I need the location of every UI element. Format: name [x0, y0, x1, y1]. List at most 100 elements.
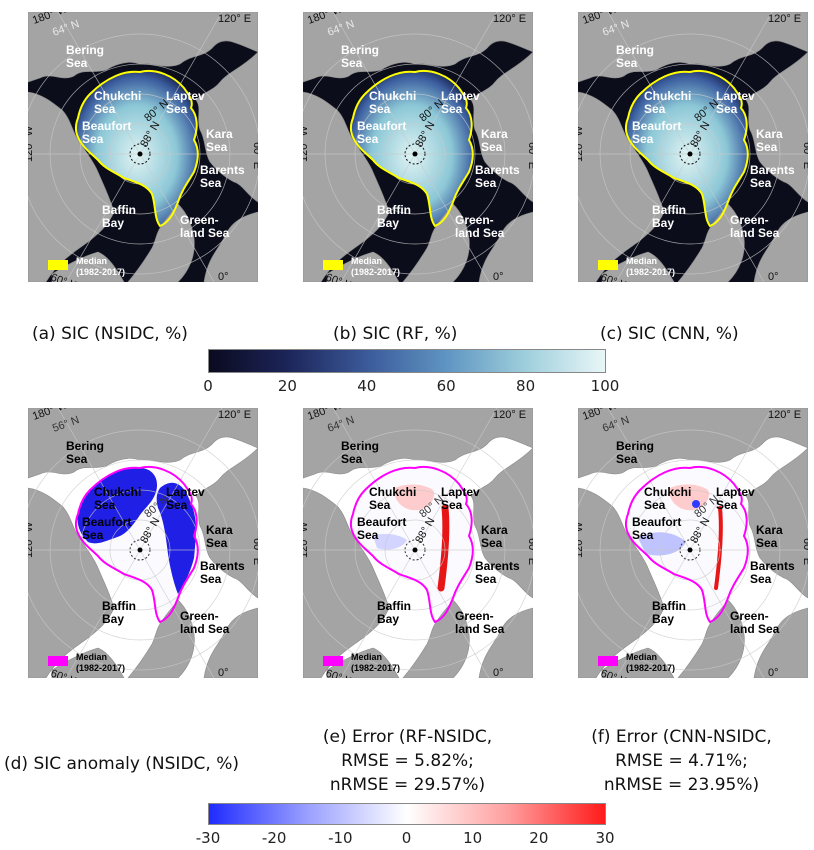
- meridian-line: [689, 153, 765, 282]
- meridian-line: [414, 408, 498, 551]
- colorbar-tick: 80: [516, 377, 536, 395]
- sea-label-barents: Barents: [750, 559, 795, 573]
- coordinate-label: 60° W: [599, 272, 632, 282]
- sea-label-kara: Sea: [756, 536, 778, 550]
- meridian-line: [689, 549, 765, 678]
- sea-label-chukchi: Sea: [644, 102, 666, 116]
- sea-label-greenland: Green-: [730, 213, 769, 227]
- land-mass: [195, 447, 258, 599]
- sea-label-greenland: Green-: [455, 213, 494, 227]
- colorbar-sic: [208, 349, 606, 378]
- sea-label-greenland: land Sea: [730, 226, 780, 240]
- sea-label-beaufort: Sea: [357, 528, 379, 542]
- sea-label-laptev: Sea: [166, 498, 188, 512]
- legend-label: (1982-2017): [626, 663, 675, 673]
- sea-label-baffin: Baffin: [102, 203, 136, 217]
- sea-label-bering: Bering: [66, 439, 104, 453]
- caption-b: (b) SIC (RF, %): [333, 324, 458, 344]
- sea-label-barents: Barents: [750, 163, 795, 177]
- sea-label-kara: Sea: [206, 140, 228, 154]
- land-mass: [303, 487, 390, 678]
- coordinate-label: 120° W: [28, 521, 35, 558]
- land-mass: [578, 487, 665, 678]
- meridian-line: [139, 408, 223, 551]
- sea-label-greenland: land Sea: [730, 622, 780, 636]
- sea-label-baffin: Bay: [102, 612, 124, 626]
- sea-label-kara: Kara: [206, 127, 233, 141]
- legend-label: (1982-2017): [626, 267, 675, 277]
- colorbar-error: [208, 803, 606, 830]
- caption-a: (a) SIC (NSIDC, %): [32, 324, 188, 344]
- coordinate-label: 60° E: [526, 142, 533, 169]
- sea-label-chukchi: Sea: [94, 102, 116, 116]
- sea-label-greenland: Green-: [455, 609, 494, 623]
- sea-label-chukchi: Sea: [369, 102, 391, 116]
- coordinate-label: 60° W: [324, 668, 357, 678]
- sea-label-chukchi: Chukchi: [369, 485, 416, 499]
- sea-label-laptev: Laptev: [166, 89, 205, 103]
- pole-circle: [404, 143, 426, 165]
- coordinate-label: 60° W: [49, 668, 82, 678]
- latitude-circle: [28, 429, 258, 671]
- sea-label-laptev: Sea: [441, 498, 463, 512]
- colorbar-tick: 10: [463, 829, 483, 847]
- meridian-line: [332, 408, 416, 551]
- coordinate-label: 60° W: [49, 272, 82, 282]
- sea-label-beaufort: Beaufort: [82, 515, 131, 529]
- meridian-line: [139, 549, 215, 678]
- legend-label: (1982-2017): [351, 267, 400, 277]
- error-negative-region: [373, 533, 407, 550]
- median-ice-edge: [74, 70, 199, 228]
- pole-circle: [129, 143, 151, 165]
- caption-f: (f) Error (CNN-NSIDC, RMSE = 4.71%; nRMS…: [574, 725, 789, 797]
- sea-label-baffin: Bay: [652, 216, 674, 230]
- sea-label-kara: Kara: [756, 127, 783, 141]
- land-mass: [745, 51, 808, 203]
- legend-swatch: [323, 656, 343, 666]
- error-positive-band: [714, 506, 723, 590]
- coordinate-label: 120° E: [218, 409, 251, 421]
- colorbar-tick: 40: [357, 377, 377, 395]
- legend-label: Median: [351, 652, 382, 662]
- legend-label: Median: [351, 256, 382, 266]
- caption-f-line3: nRMSE = 23.95%): [603, 775, 760, 795]
- coordinate-label: 120° E: [768, 409, 801, 421]
- sea-label-bering: Sea: [66, 56, 88, 70]
- legend-label: Median: [626, 256, 657, 266]
- pole-circle: [679, 539, 701, 561]
- anomaly-negative-region: [77, 467, 158, 544]
- sea-label-chukchi: Sea: [369, 498, 391, 512]
- sea-label-baffin: Baffin: [377, 203, 411, 217]
- sea-label-barents: Barents: [475, 163, 520, 177]
- coordinate-label: 120° E: [493, 13, 526, 25]
- land-mass: [753, 607, 808, 678]
- colorbar-tick: 20: [277, 377, 297, 395]
- land-mass: [478, 607, 533, 678]
- sea-label-kara: Sea: [756, 140, 778, 154]
- land-mass: [470, 447, 533, 599]
- caption-f-line2: RMSE = 4.71%;: [615, 751, 748, 771]
- sea-label-barents: Sea: [200, 572, 222, 586]
- legend-label: (1982-2017): [351, 663, 400, 673]
- sea-label-kara: Kara: [206, 523, 233, 537]
- sea-label-laptev: Laptev: [441, 89, 480, 103]
- colorbar-tick: 0: [203, 377, 213, 395]
- meridian-line: [689, 12, 773, 155]
- land-mass: [578, 91, 665, 282]
- pole-circle: [129, 539, 151, 561]
- caption-e-line3: nRMSE = 29.57%): [329, 775, 486, 795]
- sea-label-baffin: Baffin: [652, 203, 686, 217]
- sea-label-greenland: Green-: [730, 609, 769, 623]
- sea-label-kara: Kara: [481, 127, 508, 141]
- sea-label-laptev: Sea: [166, 102, 188, 116]
- sea-label-bering: Bering: [341, 43, 379, 57]
- pole-circle: [404, 539, 426, 561]
- latitude-circle: [28, 33, 258, 275]
- sea-label-beaufort: Sea: [632, 132, 654, 146]
- sea-label-bering: Sea: [616, 452, 638, 466]
- land-mass: [203, 607, 258, 678]
